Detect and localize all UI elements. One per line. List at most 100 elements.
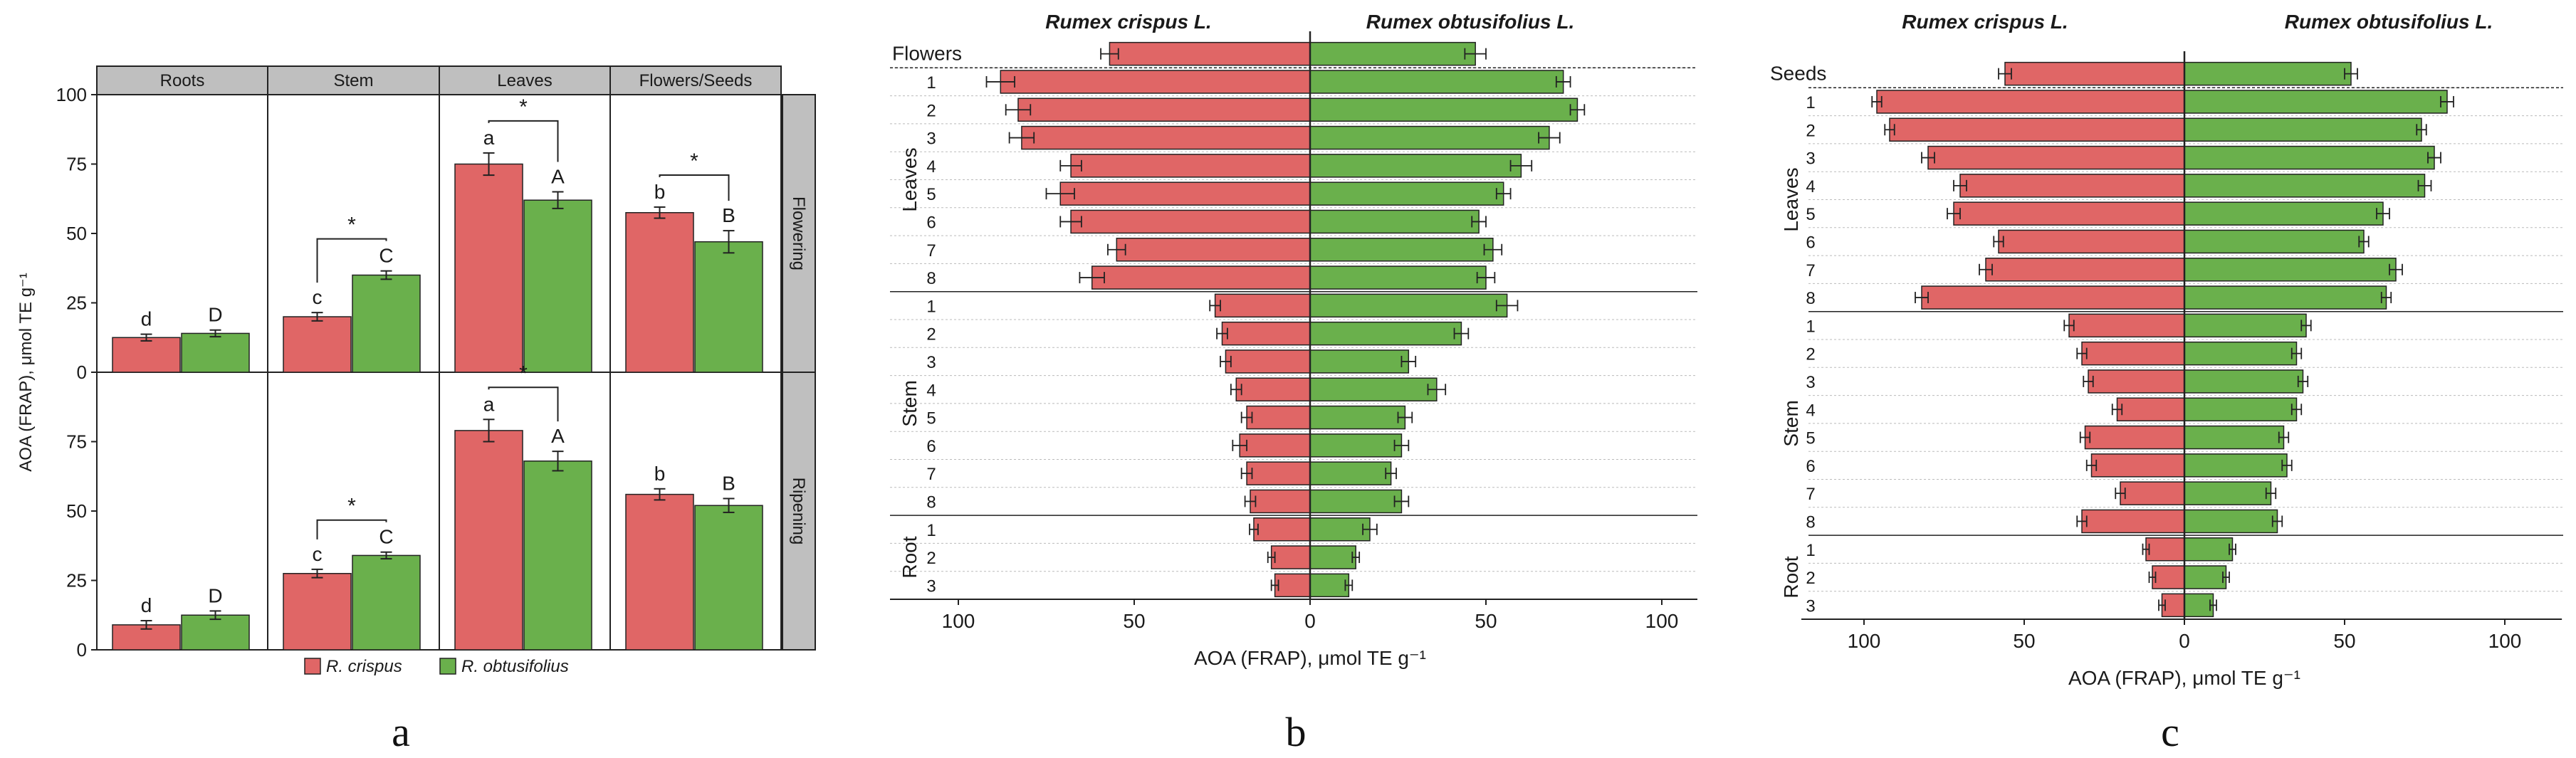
significance-star: * [347,214,356,237]
row-number-label: 4 [1806,401,1815,420]
significance-letter: A [551,166,565,188]
row-number-label: 8 [1806,512,1815,532]
bar-crispus [1246,461,1311,485]
bar-obtusifolius [352,554,421,651]
column-header-label: Leaves [497,71,552,90]
row-strip-label: Ripening [789,478,808,545]
significance-star: * [519,95,528,119]
bar-obtusifolius [1309,433,1403,458]
panel-a: Roots Stem Leaves Flowers/Seeds Flowering Rip… [16,65,816,755]
bar-obtusifolius [2184,145,2435,170]
x-tick-label: 100 [942,610,975,632]
row-number-label: 1 [926,73,936,93]
significance-star: * [519,362,528,385]
significance-letter: c [313,543,323,565]
row-number-label: 6 [1806,457,1815,476]
bar-crispus [2120,481,2185,505]
column-header-label: Flowers/Seeds [639,71,753,90]
y-tick-label: 25 [66,570,87,591]
bar-obtusifolius [1309,489,1403,514]
significance-letter: B [722,472,735,494]
significance-letter: b [654,181,666,203]
row-number-label: 7 [1806,485,1815,504]
row-number-label: 2 [926,325,936,344]
bar-crispus [1116,238,1311,262]
bar-obtusifolius [2184,593,2214,618]
title-left: Rumex crispus L. [1902,11,2068,33]
y-tick-label: 75 [66,431,87,453]
row-number-label: 2 [926,101,936,120]
bar-crispus [1017,98,1311,122]
significance-letter: D [208,584,222,606]
bar-crispus [1274,573,1311,598]
bar-crispus [1889,117,2185,142]
row-number-label: 2 [926,549,936,568]
panel-b: Rumex crispus L. Rumex obtusifolius L. Flo… [890,11,1697,755]
significance-bracket [488,120,559,162]
group-label: Root [1780,556,1802,598]
bar-crispus [1221,321,1311,346]
bar-crispus [1253,517,1311,542]
y-tick-label: 0 [77,639,87,660]
significance-letter: C [379,245,393,267]
column-header-3 [609,65,782,95]
bar-obtusifolius [1309,265,1487,290]
row-number-label: 2 [1806,569,1815,588]
bar-crispus [1985,258,2185,282]
bar-obtusifolius [1309,461,1392,485]
row-number-label: 6 [926,437,936,456]
bar-crispus [1021,125,1311,150]
row-number-label: 7 [926,241,936,260]
significance-letter: c [313,286,323,308]
bar-obtusifolius [694,241,763,373]
row-number-label: 8 [926,493,936,512]
bar-obtusifolius [2184,229,2365,254]
y-tick-label: 50 [66,500,87,522]
bar-crispus [1214,293,1311,318]
significance-letter: d [141,594,152,616]
bar-obtusifolius [352,274,421,373]
significance-letter: C [379,526,393,548]
row-number-label: 1 [1806,93,1815,112]
row-strip-label: Flowering [789,196,808,270]
row-number-label: 1 [1806,541,1815,560]
bar-crispus [1225,349,1311,374]
row-number-label: 5 [1806,205,1815,224]
column-header-0 [96,65,268,95]
bar-crispus [2088,369,2185,394]
bar-crispus [1235,377,1311,401]
row-number-label: 6 [1806,233,1815,252]
bar-crispus [1921,285,2185,310]
row-number-label: 3 [926,353,936,372]
bar-obtusifolius [2184,313,2307,338]
bar-obtusifolius [694,505,763,651]
bar-crispus [2081,509,2185,534]
title-right: Rumex obtusifolius L. [1366,11,1574,33]
bar-obtusifolius [1309,70,1564,94]
bar-obtusifolius [523,199,592,373]
bar-obtusifolius [1309,154,1522,178]
bar-crispus [2152,565,2185,589]
row-number-label: 8 [926,269,936,288]
x-tick-label: 0 [2179,630,2190,652]
row-number-label: 1 [926,521,936,540]
bar-obtusifolius [2184,481,2272,505]
row-number-label: 3 [1806,149,1815,169]
bar-crispus [1059,181,1311,206]
row-number-label: 5 [926,185,936,204]
group-label: Leaves [1780,167,1802,231]
legend-label-obtusifolius: R. obtusifolius [461,657,569,676]
row-number-label: 6 [926,213,936,232]
row-number-label: 7 [1806,261,1815,280]
bar-crispus [1959,174,2185,198]
group-label: Flowers [892,43,962,65]
bar-obtusifolius [1309,41,1476,66]
bar-obtusifolius [2184,285,2387,310]
bar-obtusifolius [1309,293,1508,318]
title-left: Rumex crispus L. [1045,11,1211,33]
significance-bracket [659,174,730,201]
bar-obtusifolius [1309,321,1462,346]
panel-label: a [392,709,410,755]
bar-obtusifolius [1309,405,1406,430]
bar-obtusifolius [2184,509,2278,534]
